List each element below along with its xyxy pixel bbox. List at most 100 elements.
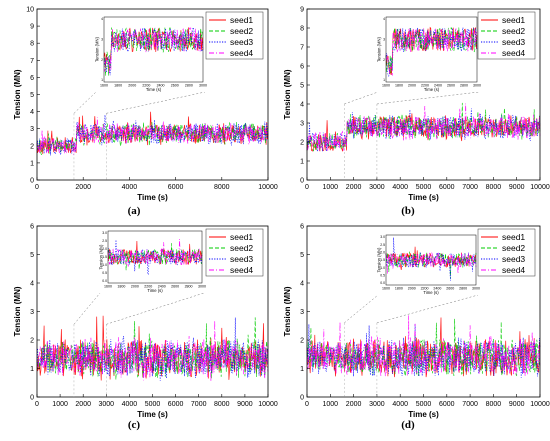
y-tick-label: 0 [300, 395, 304, 402]
inset-x-tick-label: 2200 [142, 84, 150, 88]
series-line-seed2 [306, 102, 541, 152]
panel-caption: (c) [128, 419, 141, 431]
legend-label: seed1 [502, 15, 525, 25]
x-tick-label: 4000 [392, 184, 408, 191]
inset-x-tick-label: 2200 [144, 285, 152, 289]
inset-y-tick-label: 0.5 [102, 271, 107, 275]
y-tick-label: 3 [300, 121, 304, 128]
inset-x-tick-label: 2800 [460, 84, 468, 88]
y-tick-label: 2 [300, 338, 304, 345]
legend-label: seed4 [230, 265, 253, 275]
x-tick-label: 4000 [392, 401, 408, 408]
inset-x-tick-label: 2600 [447, 84, 455, 88]
inset-y-axis-label: Tension (MN) [99, 244, 104, 270]
series-line-seed1 [36, 315, 269, 381]
inset-plot: 1600 1800 2000 2200 2400 2600 2800 3000 4 3 2 1 Time… [377, 15, 481, 92]
inset-background [96, 15, 205, 92]
x-tick-label: 6000 [168, 184, 184, 191]
legend-label: seed1 [502, 232, 525, 242]
inset-connector [106, 91, 206, 114]
inset-y-tick-label: 2.0 [380, 251, 385, 255]
inset-y-tick-label: 3.0 [380, 235, 385, 239]
inset-connector [344, 91, 379, 105]
inset-x-tick-label: 2400 [157, 84, 165, 88]
inset-series-line-seed3 [385, 27, 478, 77]
inset-series-line-seed4 [103, 26, 204, 74]
inset-plot: 1600 1800 2000 2200 2400 2600 2800 3000 3.0 2.5 2.… [377, 233, 480, 295]
y-axis-label: Tension (MN) [13, 69, 22, 119]
inset-y-tick-label: 4 [383, 17, 385, 21]
x-tick-label: 2000 [346, 184, 362, 191]
inset-frame [385, 16, 478, 83]
inset-x-tick-label: 2400 [434, 84, 442, 88]
inset-x-tick-label: 2000 [128, 84, 136, 88]
inset-y-axis-label: Tension (MN) [95, 36, 100, 62]
y-tick-label: 1 [300, 159, 304, 166]
inset-y-tick-label: 1.0 [102, 263, 107, 267]
inset-x-tick-label: 3000 [198, 285, 206, 289]
inset-plot: 1600 1800 2000 2200 2400 2600 2800 3000 3.0 2.5 2.… [99, 229, 206, 293]
inset-y-tick-label: 1.5 [102, 255, 107, 259]
x-tick-label: 3000 [369, 184, 385, 191]
inset-x-tick-label: 1800 [114, 84, 122, 88]
x-tick-label: 6000 [439, 184, 455, 191]
inset-x-tick-label: 2800 [185, 285, 193, 289]
inset-y-tick-label: 2 [101, 58, 103, 62]
inset-y-tick-label: 3 [383, 38, 385, 42]
inset-x-tick-label: 1800 [117, 285, 125, 289]
x-tick-label: 10000 [530, 184, 550, 191]
legend-label: seed3 [502, 254, 525, 264]
chart-panel-1: 0 2000 4000 6000 8000 10000 0 1 2 3 4 5 6 7 8 9 10 Time (… [13, 7, 278, 218]
inset-x-tick-label: 2800 [185, 84, 193, 88]
inset-y-tick-label: 2.5 [102, 239, 107, 243]
legend-label: seed2 [502, 26, 525, 36]
x-tick-label: 5000 [145, 401, 161, 408]
inset-x-tick-label: 2200 [421, 84, 429, 88]
x-tick-label: 5000 [416, 184, 432, 191]
legend-label: seed3 [230, 37, 253, 47]
y-tick-label: 4 [30, 281, 34, 288]
inset-y-axis-label: Tension (MN) [377, 247, 382, 273]
y-tick-label: 1 [30, 366, 34, 373]
y-tick-label: 3 [300, 309, 304, 316]
panel-caption: (d) [401, 419, 415, 431]
x-tick-label: 7000 [462, 184, 478, 191]
y-tick-label: 0 [30, 178, 34, 185]
series-line-seed3 [36, 317, 269, 381]
inset-x-tick-label: 3000 [199, 84, 207, 88]
legend-label: seed3 [502, 37, 525, 47]
y-tick-label: 1 [30, 160, 34, 167]
inset-x-tick-label: 1600 [100, 84, 108, 88]
chart-panel-3: 0 1000 2000 3000 4000 5000 6000 7000 8000 9000 100… [13, 224, 278, 432]
inset-x-tick-label: 1600 [382, 84, 390, 88]
x-tick-label: 6000 [439, 401, 455, 408]
panel-caption: (a) [128, 205, 141, 217]
inset-x-tick-label: 2600 [171, 285, 179, 289]
y-tick-label: 0 [30, 395, 34, 402]
y-tick-label: 8 [30, 41, 34, 48]
inset-x-tick-label: 2000 [408, 84, 416, 88]
y-tick-label: 9 [30, 24, 34, 31]
legend-label: seed4 [502, 265, 525, 275]
panel-caption: (b) [401, 205, 415, 217]
x-tick-label: 2000 [346, 401, 362, 408]
x-tick-label: 0 [35, 401, 39, 408]
x-tick-label: 0 [305, 401, 309, 408]
x-tick-label: 5000 [416, 401, 432, 408]
inset-x-tick-label: 1800 [395, 287, 403, 291]
inset-x-tick-label: 2000 [131, 285, 139, 289]
x-tick-label: 2000 [75, 401, 91, 408]
y-tick-label: 3 [30, 126, 34, 133]
inset-connector [73, 292, 101, 325]
inset-frame [385, 234, 477, 286]
inset-x-tick-label: 2000 [408, 287, 416, 291]
x-tick-label: 6000 [168, 401, 184, 408]
y-tick-label: 5 [30, 252, 34, 259]
x-tick-label: 2000 [75, 184, 91, 191]
y-tick-label: 8 [300, 26, 304, 33]
x-tick-label: 3000 [99, 401, 115, 408]
y-tick-label: 6 [30, 75, 34, 82]
y-tick-label: 9 [300, 7, 304, 14]
legend-label: seed2 [230, 243, 253, 253]
